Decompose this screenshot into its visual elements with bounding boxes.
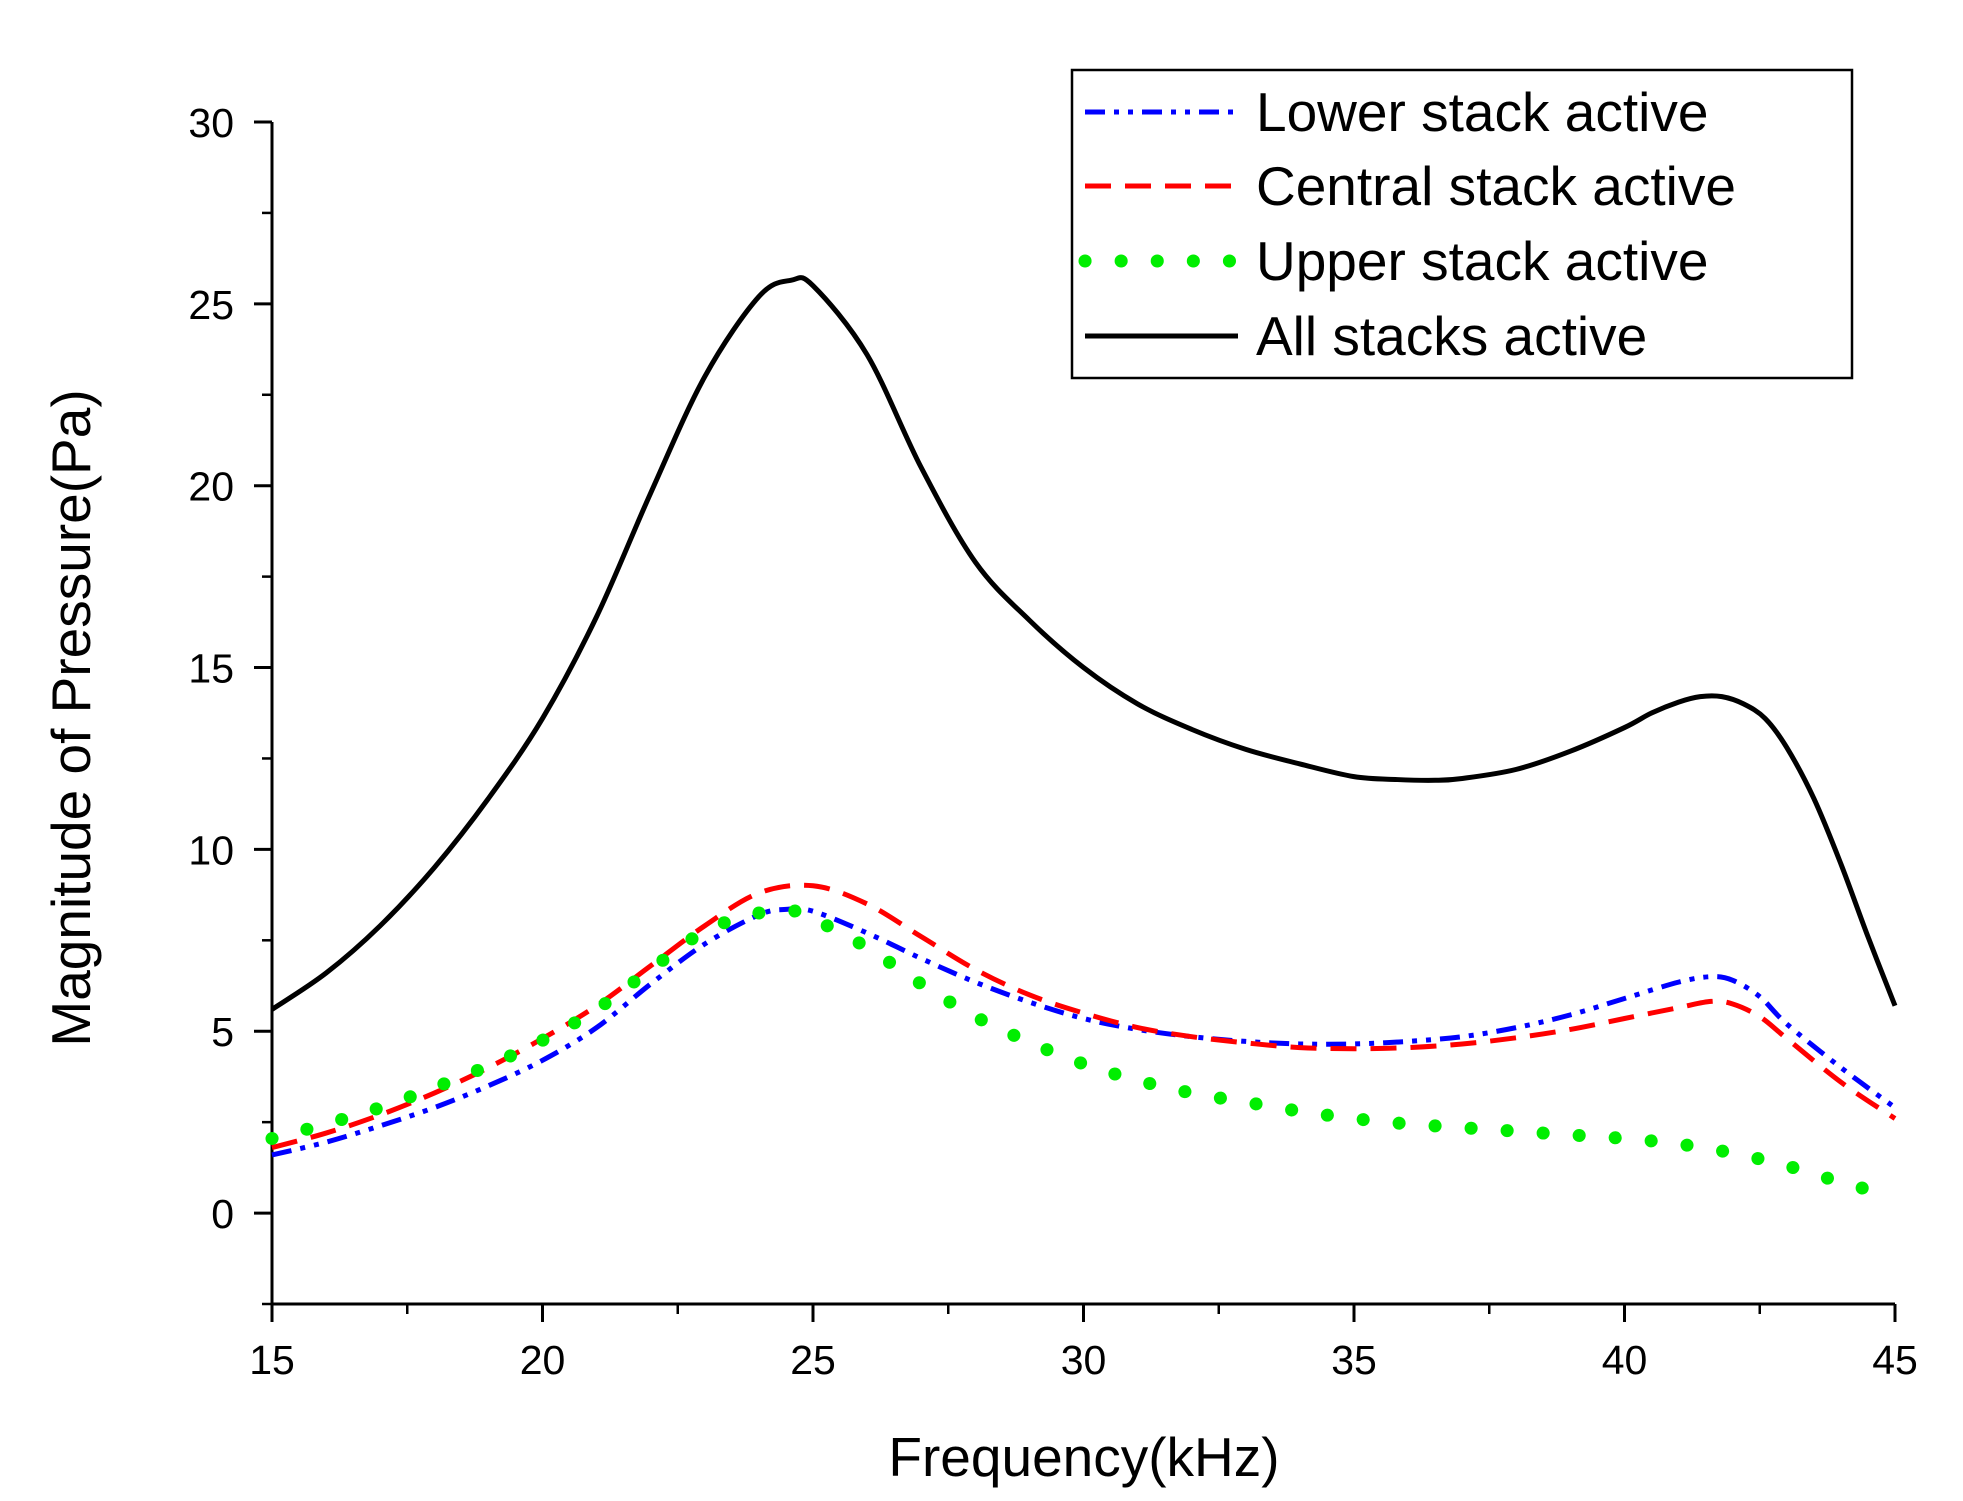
- legend-label-upper-stack-active: Upper stack active: [1256, 230, 1708, 292]
- y-axis-title: Magnitude of Pressure(Pa): [40, 389, 102, 1046]
- series-line-lower-stack-active: [271, 906, 1897, 1158]
- y-tick-label: 0: [211, 1191, 234, 1237]
- x-axis-title: Frequency(kHz): [888, 1426, 1279, 1488]
- x-tick-label: 30: [1061, 1337, 1107, 1383]
- legend: Lower stack active Central stack active Up…: [1070, 68, 1854, 380]
- y-tick-label: 30: [188, 100, 234, 146]
- x-tick-label: 25: [790, 1337, 836, 1383]
- x-tick-label: 35: [1331, 1337, 1377, 1383]
- x-tick-label: 15: [249, 1337, 295, 1383]
- plot-area: [265, 275, 1902, 1204]
- y-tick-label: 15: [188, 646, 234, 692]
- x-tick-label: 45: [1872, 1337, 1918, 1383]
- y-tick-label: 10: [188, 827, 234, 873]
- legend-label-central-stack-active: Central stack active: [1256, 155, 1736, 217]
- legend-label-all-stacks-active: All stacks active: [1256, 305, 1647, 367]
- x-tick-label: 20: [520, 1337, 566, 1383]
- x-tick-label: 40: [1602, 1337, 1648, 1383]
- legend-box: [1070, 68, 1854, 380]
- legend-label-lower-stack-active: Lower stack active: [1256, 81, 1708, 143]
- y-tick-label: 25: [188, 282, 234, 328]
- series-line-central-stack-active: [271, 882, 1897, 1151]
- y-tick-label: 5: [211, 1009, 234, 1055]
- y-tick-label: 20: [188, 464, 234, 510]
- series-line-upper-stack-active: [265, 904, 1902, 1204]
- series-line-all-stacks-active: [270, 275, 1898, 1012]
- axes: 15 20 25 30 35 40 45 0 5 10 15 20 25 30: [188, 100, 1917, 1383]
